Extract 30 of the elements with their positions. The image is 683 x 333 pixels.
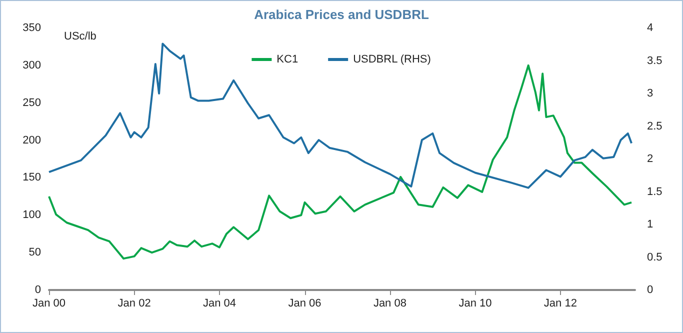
y2-tick-label: 2.5 (647, 120, 662, 132)
x-tick-label: Jan 12 (544, 298, 577, 310)
y-tick-label: 300 (22, 59, 41, 72)
y-tick-label: 50 (28, 246, 41, 259)
line-series (48, 64, 632, 260)
y-tick-label: 200 (22, 134, 41, 146)
x-tick-label: Jan 10 (458, 298, 492, 310)
x-tick-label: Jan 02 (118, 298, 151, 310)
y2-tick-label: 3.5 (647, 54, 662, 67)
y2-tick-label: 0.5 (647, 251, 662, 264)
legend-label: USDBRL (RHS) (353, 54, 431, 66)
y-tick-label: 100 (22, 209, 41, 222)
y-tick-label: 250 (22, 96, 41, 109)
y2-tick-label: 2 (647, 153, 654, 165)
y2-tick-label: 4 (647, 22, 654, 34)
y2-tick-label: 1.5 (647, 186, 662, 198)
y2-tick-label: 3 (647, 88, 654, 100)
y-tick-label: 150 (22, 172, 41, 184)
x-tick-label: Jan 06 (288, 298, 322, 310)
line-series (48, 42, 632, 189)
x-tick-label: Jan 08 (373, 298, 406, 310)
y-tick-label: 350 (22, 22, 41, 34)
legend-label: KC1 (276, 54, 298, 66)
y2-tick-label: 1 (647, 218, 654, 230)
chart-title: Arabica Prices and USDBRL (254, 7, 429, 22)
x-tick-label: Jan 04 (202, 298, 236, 310)
y2-tick-label: 0 (647, 284, 654, 296)
x-tick-label: Jan 00 (32, 298, 66, 310)
y-axis-title: USc/lb (64, 30, 96, 42)
y-tick-label: 0 (34, 284, 41, 296)
